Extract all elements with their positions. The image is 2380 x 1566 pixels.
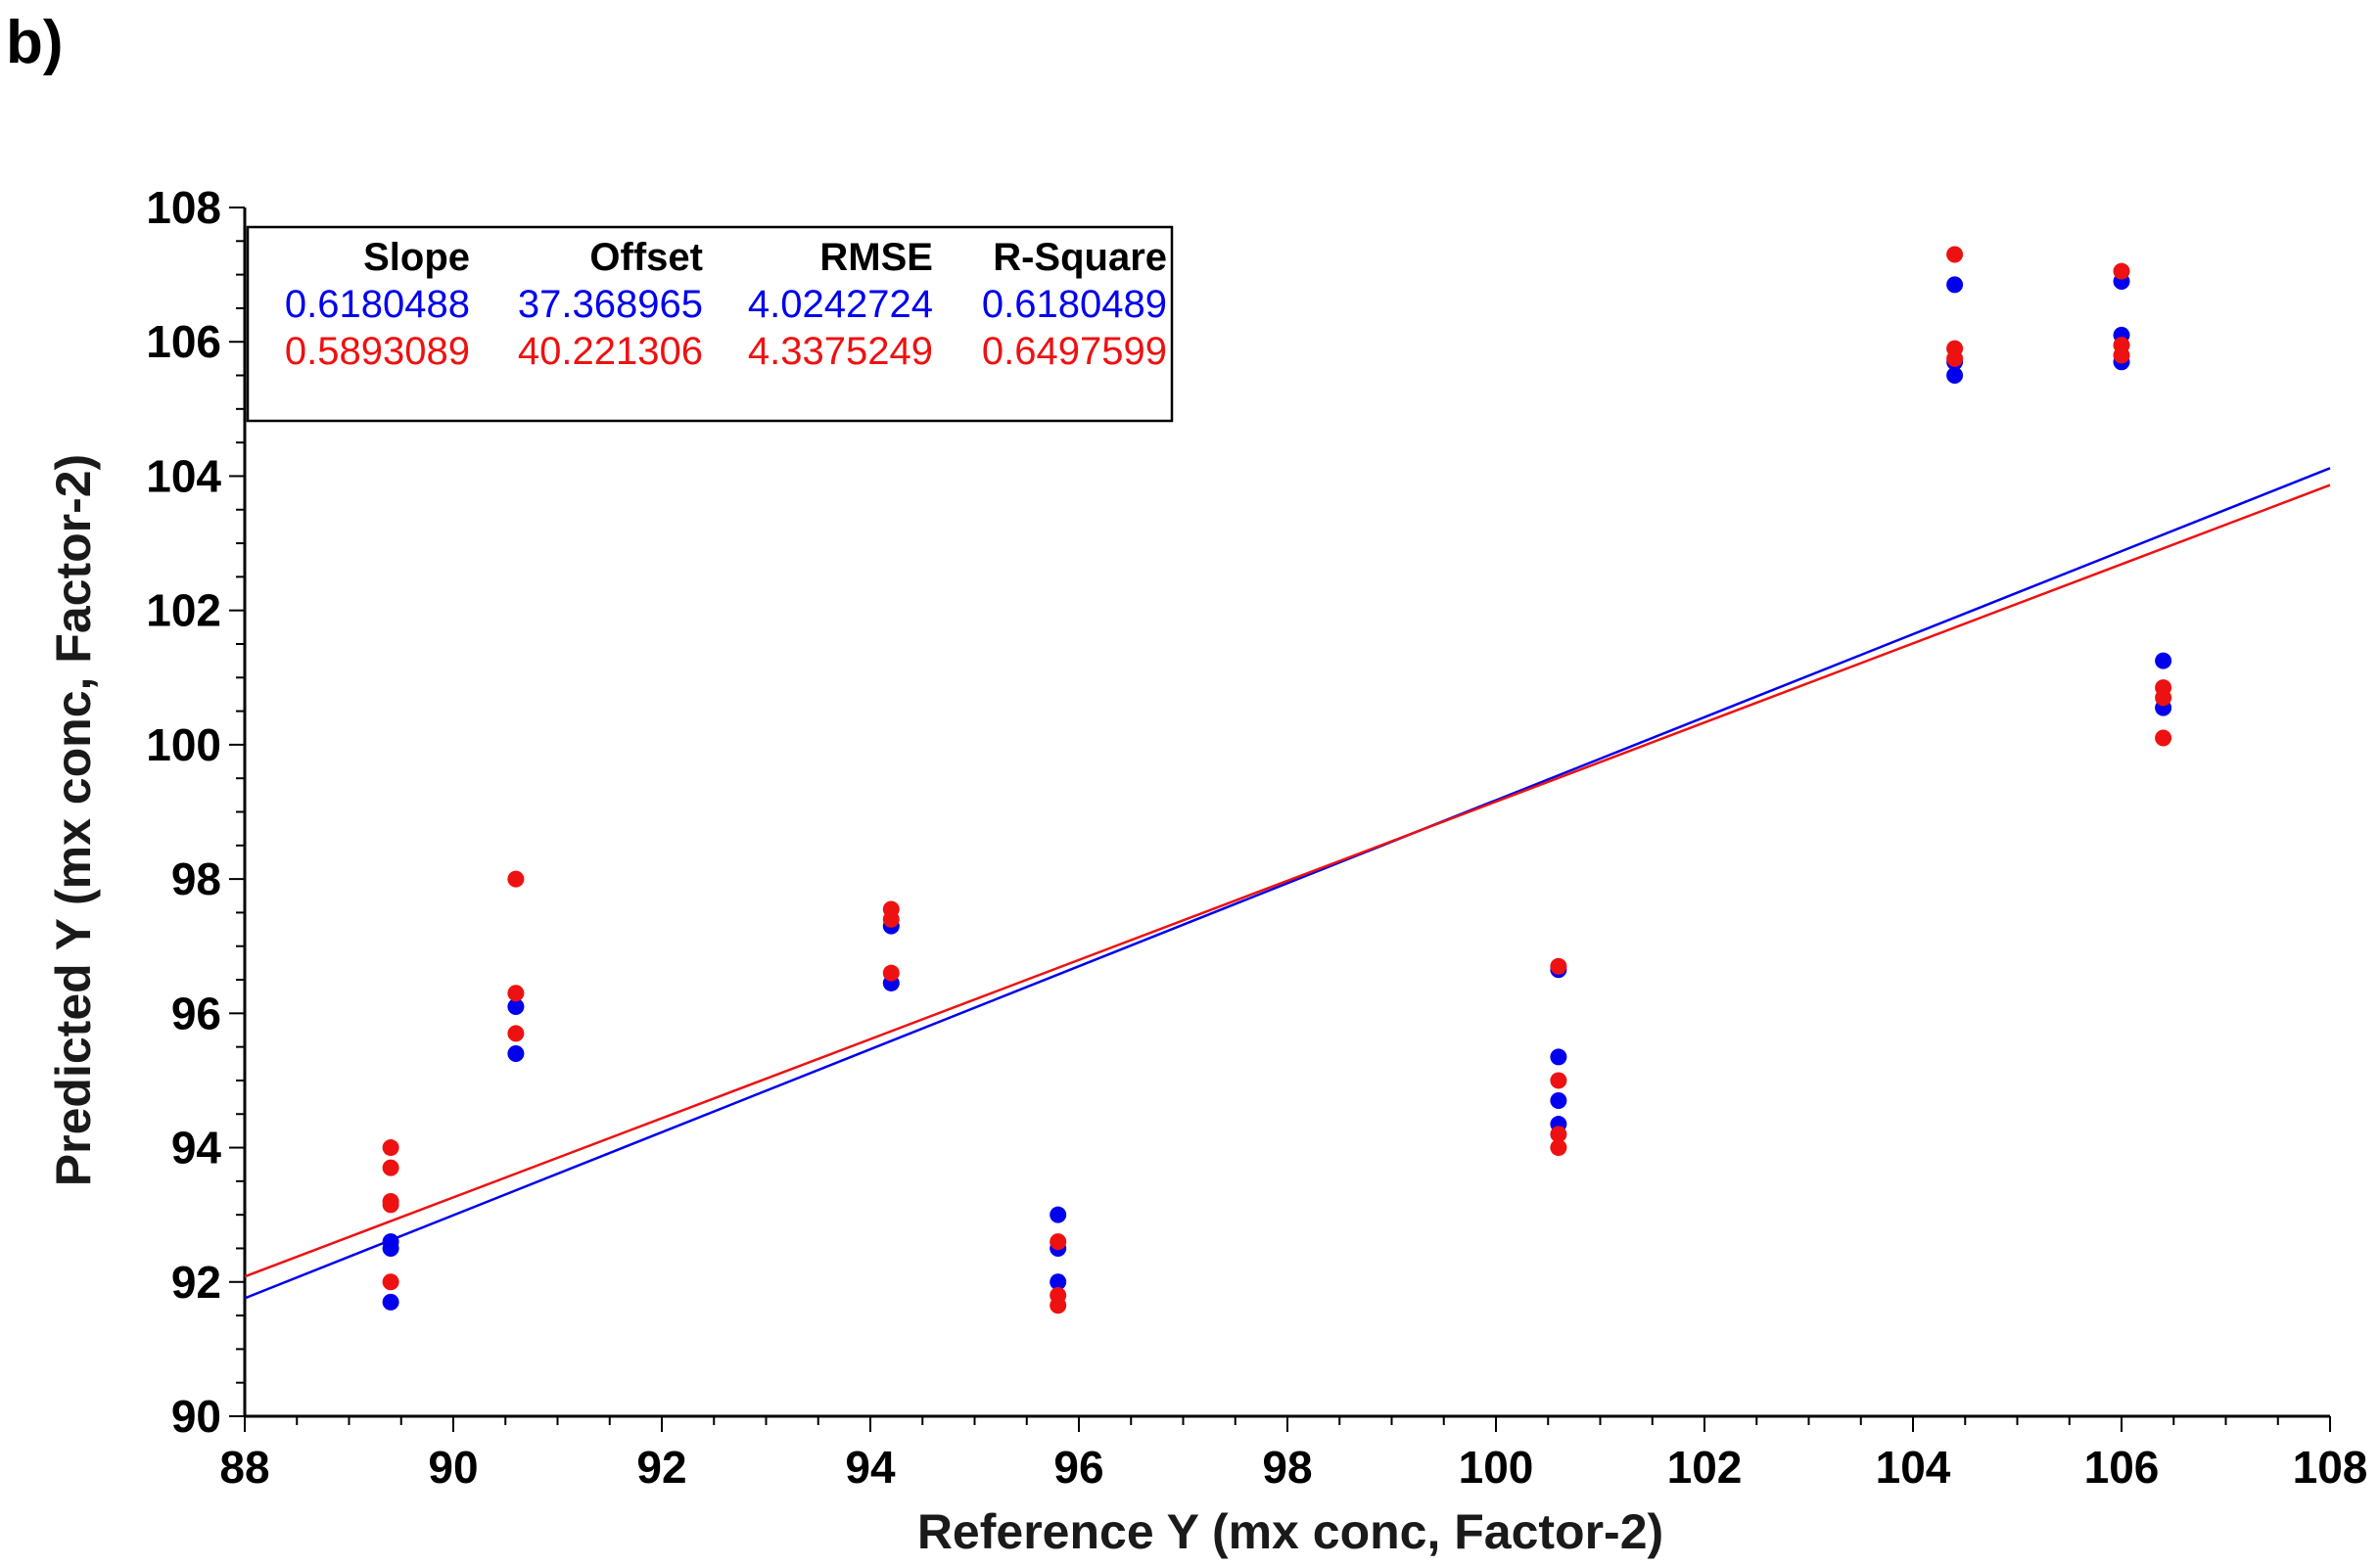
blue-data-point bbox=[382, 1239, 399, 1257]
x-axis-title: Reference Y (mx conc, Factor-2) bbox=[917, 1504, 1663, 1559]
legend-value: 4.0242724 bbox=[748, 283, 933, 326]
red-data-point bbox=[507, 1025, 525, 1042]
legend-header: Slope bbox=[363, 236, 470, 279]
blue-data-point bbox=[1550, 1092, 1567, 1110]
y-tick-label: 90 bbox=[171, 1391, 221, 1442]
x-tick-label: 102 bbox=[1667, 1442, 1743, 1493]
blue-data-point bbox=[2155, 652, 2172, 669]
red-data-point bbox=[1050, 1297, 1067, 1314]
red-data-point bbox=[2113, 346, 2130, 364]
data-points bbox=[382, 246, 2172, 1314]
x-tick-label: 104 bbox=[1876, 1442, 1951, 1493]
panel-label: b) bbox=[6, 9, 64, 76]
blue-data-point bbox=[1050, 1206, 1067, 1223]
red-data-point bbox=[882, 964, 900, 982]
y-tick-label: 100 bbox=[146, 719, 221, 770]
blue-data-point bbox=[1550, 1048, 1567, 1066]
red-data-point bbox=[1550, 1126, 1567, 1143]
red-data-point bbox=[2113, 262, 2130, 280]
y-tick-label: 102 bbox=[146, 585, 221, 636]
legend-box bbox=[246, 225, 1174, 423]
legend-value: 0.6180488 bbox=[285, 283, 470, 326]
red-fit-line bbox=[244, 484, 2331, 1278]
blue-fit-line bbox=[244, 467, 2331, 1300]
red-data-point bbox=[507, 870, 525, 888]
legend-value: 37.368965 bbox=[518, 283, 703, 326]
red-data-point bbox=[382, 1196, 399, 1214]
x-tick-label: 94 bbox=[845, 1442, 896, 1493]
y-axis-title: Predicted Y (mx conc, Factor-2) bbox=[46, 454, 101, 1186]
y-tick-label: 106 bbox=[146, 316, 221, 367]
x-tick-label: 100 bbox=[1459, 1442, 1534, 1493]
red-data-point bbox=[2155, 689, 2172, 707]
red-data-point bbox=[1050, 1233, 1067, 1251]
legend-value: 0.6180489 bbox=[982, 283, 1167, 326]
blue-data-point bbox=[1946, 276, 1964, 294]
red-data-point bbox=[882, 910, 900, 928]
regression-lines bbox=[244, 467, 2331, 1300]
blue-data-point bbox=[1946, 367, 1964, 385]
x-tick-label: 98 bbox=[1262, 1442, 1312, 1493]
red-data-point bbox=[1946, 349, 1964, 367]
y-tick-label: 92 bbox=[171, 1257, 221, 1308]
y-tick-label: 104 bbox=[146, 450, 221, 501]
x-tick-label: 88 bbox=[219, 1442, 269, 1493]
y-tick-label: 98 bbox=[171, 853, 221, 904]
legend-value: 40.221306 bbox=[518, 330, 703, 373]
red-data-point bbox=[1550, 1139, 1567, 1157]
blue-data-point bbox=[382, 1293, 399, 1311]
red-data-point bbox=[1946, 246, 1964, 263]
blue-data-point bbox=[507, 997, 525, 1015]
legend-value: 0.5893089 bbox=[285, 330, 470, 373]
red-data-point bbox=[382, 1159, 399, 1176]
legend-header: R-Square bbox=[993, 236, 1167, 279]
red-data-point bbox=[1550, 957, 1567, 975]
red-data-point bbox=[2155, 729, 2172, 747]
red-data-point bbox=[382, 1273, 399, 1291]
red-data-point bbox=[1550, 1072, 1567, 1089]
blue-data-point bbox=[1050, 1273, 1067, 1291]
x-tick-label: 90 bbox=[428, 1442, 478, 1493]
blue-data-point bbox=[507, 1045, 525, 1062]
red-data-point bbox=[382, 1139, 399, 1157]
x-tick-label: 106 bbox=[2084, 1442, 2160, 1493]
y-tick-label: 94 bbox=[171, 1123, 222, 1174]
legend-value: 0.6497599 bbox=[982, 330, 1167, 373]
x-tick-label: 92 bbox=[636, 1442, 686, 1493]
red-data-point bbox=[507, 985, 525, 1002]
y-tick-label: 108 bbox=[146, 182, 221, 233]
axis-ticks bbox=[229, 207, 2331, 1432]
legend-header: RMSE bbox=[819, 236, 933, 279]
x-tick-label: 108 bbox=[2293, 1442, 2368, 1493]
legend-header: Offset bbox=[589, 236, 703, 279]
legend-value: 4.3375249 bbox=[748, 330, 933, 373]
legend-table: Slope Offset RMSE R-Square 0.6180488 37.36896… bbox=[246, 225, 1174, 423]
y-tick-label: 96 bbox=[171, 988, 221, 1038]
tick-labels: 88 90 92 94 96 98 100 102 104 106 1089092949698100… bbox=[146, 182, 2367, 1493]
x-tick-label: 96 bbox=[1053, 1442, 1103, 1493]
